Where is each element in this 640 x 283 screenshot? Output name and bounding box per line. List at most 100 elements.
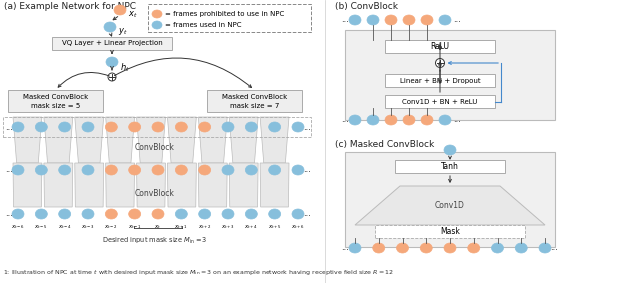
Ellipse shape <box>269 122 281 132</box>
Text: 1: Illustration of NPC at time $t$ with desired input mask size $M_{\mathrm{in}}: 1: Illustration of NPC at time $t$ with … <box>3 268 394 277</box>
Text: ...: ... <box>341 243 349 252</box>
Ellipse shape <box>492 243 504 253</box>
Text: $x_{t+5}$: $x_{t+5}$ <box>268 223 282 231</box>
Ellipse shape <box>152 165 164 175</box>
Text: ...: ... <box>303 166 311 175</box>
Text: Conv1D: Conv1D <box>435 201 465 210</box>
Text: ...: ... <box>341 115 349 125</box>
Ellipse shape <box>106 209 117 219</box>
Text: ...: ... <box>550 243 558 252</box>
Ellipse shape <box>175 209 188 219</box>
Ellipse shape <box>82 122 94 132</box>
Polygon shape <box>106 163 134 207</box>
Ellipse shape <box>245 122 257 132</box>
Polygon shape <box>13 163 42 207</box>
Bar <box>375 225 525 238</box>
Text: $x_{t+6}$: $x_{t+6}$ <box>291 223 305 231</box>
Ellipse shape <box>421 115 433 125</box>
Polygon shape <box>75 117 104 163</box>
Ellipse shape <box>152 10 162 18</box>
Ellipse shape <box>152 21 162 29</box>
Ellipse shape <box>444 145 456 155</box>
Ellipse shape <box>198 165 211 175</box>
Ellipse shape <box>222 165 234 175</box>
Text: ReLU: ReLU <box>431 42 449 51</box>
Ellipse shape <box>421 15 433 25</box>
Ellipse shape <box>539 243 551 253</box>
Circle shape <box>108 73 116 81</box>
Polygon shape <box>260 163 289 207</box>
Text: (c) Masked ConvBlock: (c) Masked ConvBlock <box>335 140 435 149</box>
Ellipse shape <box>385 115 397 125</box>
Bar <box>395 160 505 173</box>
Text: Conv1D + BN + ReLU: Conv1D + BN + ReLU <box>403 98 477 104</box>
Polygon shape <box>106 117 134 163</box>
Ellipse shape <box>82 209 94 219</box>
Text: ...: ... <box>303 209 311 218</box>
Text: $x_{t+2}$: $x_{t+2}$ <box>198 223 212 231</box>
Ellipse shape <box>106 122 117 132</box>
Ellipse shape <box>198 122 211 132</box>
Polygon shape <box>229 117 258 163</box>
Ellipse shape <box>59 165 70 175</box>
Ellipse shape <box>292 122 304 132</box>
Bar <box>3 117 311 137</box>
Text: $x_t$: $x_t$ <box>128 9 138 20</box>
Text: ...: ... <box>341 16 349 25</box>
Ellipse shape <box>349 15 361 25</box>
Bar <box>8 90 103 112</box>
Text: (a) Example Network for NPC: (a) Example Network for NPC <box>4 2 136 11</box>
Polygon shape <box>229 163 258 207</box>
Polygon shape <box>44 117 73 163</box>
Ellipse shape <box>420 243 432 253</box>
Text: $x_{t-2}$: $x_{t-2}$ <box>104 223 118 231</box>
Text: Desired input mask size $M_{\mathrm{in}}= 3$: Desired input mask size $M_{\mathrm{in}}… <box>102 236 208 246</box>
Text: $x_{t+3}$: $x_{t+3}$ <box>221 223 235 231</box>
Polygon shape <box>136 117 166 163</box>
Text: ...: ... <box>5 123 13 132</box>
Ellipse shape <box>245 165 257 175</box>
Text: VQ Layer + Linear Projection: VQ Layer + Linear Projection <box>61 40 163 46</box>
Text: (b) ConvBlock: (b) ConvBlock <box>335 2 398 11</box>
Ellipse shape <box>372 243 385 253</box>
Text: $h_t$: $h_t$ <box>120 61 130 74</box>
Text: Mask: Mask <box>440 227 460 236</box>
Ellipse shape <box>222 209 234 219</box>
Text: = frames prohibited to use in NPC: = frames prohibited to use in NPC <box>165 11 284 17</box>
Ellipse shape <box>59 122 70 132</box>
Polygon shape <box>168 117 196 163</box>
Ellipse shape <box>292 165 304 175</box>
Text: Tanh: Tanh <box>441 162 459 171</box>
Text: ConvBlock: ConvBlock <box>135 143 175 153</box>
Bar <box>207 90 302 112</box>
Ellipse shape <box>198 209 211 219</box>
Text: ...: ... <box>5 209 13 218</box>
Ellipse shape <box>152 209 164 219</box>
Polygon shape <box>168 163 196 207</box>
Text: $x_{t-3}$: $x_{t-3}$ <box>81 223 95 231</box>
Ellipse shape <box>515 243 527 253</box>
Ellipse shape <box>152 122 164 132</box>
Polygon shape <box>260 117 289 163</box>
Ellipse shape <box>129 209 141 219</box>
Bar <box>52 37 172 50</box>
Ellipse shape <box>444 243 456 253</box>
Ellipse shape <box>367 115 379 125</box>
Text: $x_{t-5}$: $x_{t-5}$ <box>35 223 48 231</box>
Ellipse shape <box>175 165 188 175</box>
Text: mask size = 5: mask size = 5 <box>31 103 80 109</box>
Text: ...: ... <box>453 115 461 125</box>
Text: ...: ... <box>5 166 13 175</box>
Text: ...: ... <box>303 123 311 132</box>
Bar <box>148 4 311 32</box>
Ellipse shape <box>349 115 361 125</box>
Text: Masked ConvBlock: Masked ConvBlock <box>222 94 287 100</box>
Ellipse shape <box>439 15 451 25</box>
Ellipse shape <box>12 209 24 219</box>
Polygon shape <box>44 163 73 207</box>
Text: Masked ConvBlock: Masked ConvBlock <box>23 94 88 100</box>
Bar <box>345 30 555 120</box>
Text: $x_t$: $x_t$ <box>154 223 161 231</box>
Ellipse shape <box>35 165 47 175</box>
Bar <box>385 74 495 87</box>
